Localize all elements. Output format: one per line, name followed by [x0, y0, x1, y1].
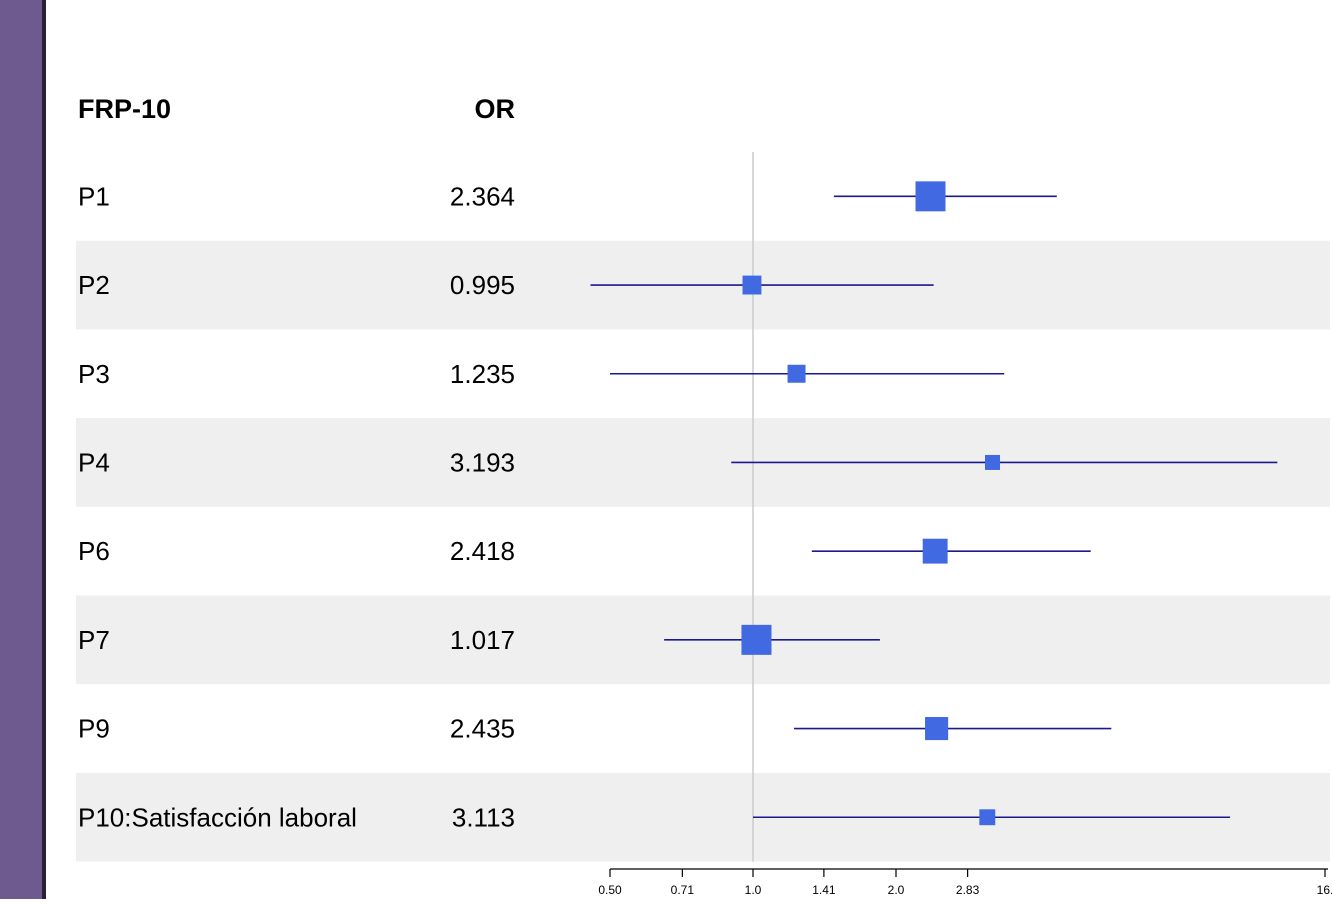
- row-or-value: 0.995: [450, 270, 515, 300]
- x-tick-label: 16.: [1317, 883, 1332, 897]
- table-row: P1 2.364: [78, 181, 1057, 212]
- table-row: P7 1.017: [78, 624, 880, 655]
- x-tick-label: 2.83: [956, 883, 980, 897]
- x-tick-label: 2.0: [888, 883, 905, 897]
- left-sidebar: [0, 0, 44, 899]
- row-label: P1: [78, 181, 110, 211]
- row-or-value: 2.364: [450, 181, 515, 211]
- x-tick-label: 1.0: [745, 883, 762, 897]
- table-row: P3 1.235: [78, 359, 1005, 389]
- row-or-value: 1.235: [450, 359, 515, 389]
- or-column-header: OR: [475, 94, 516, 124]
- row-or-value: 1.017: [450, 625, 515, 655]
- x-axis: 0.50 0.71 1.0 1.41 2.0 2.83 16.: [598, 868, 1332, 897]
- point-estimate-marker: [925, 717, 949, 741]
- row-label: P4: [78, 447, 110, 477]
- point-estimate-marker: [787, 364, 806, 383]
- row-stripes: [76, 240, 1330, 862]
- table-row: P9 2.435: [78, 714, 1112, 744]
- row-label: P10:Satisfacción laboral: [78, 802, 357, 832]
- row-label: P6: [78, 536, 110, 566]
- table-row: P10:Satisfacción laboral 3.113: [78, 802, 1231, 832]
- point-estimate-marker: [985, 454, 1001, 470]
- table-row: P2 0.995: [78, 270, 934, 300]
- point-estimate-marker: [742, 275, 762, 295]
- row-label: P9: [78, 714, 110, 744]
- row-label: P3: [78, 359, 110, 389]
- point-estimate-marker: [922, 538, 948, 564]
- row-or-value: 2.418: [450, 536, 515, 566]
- x-tick-label: 0.50: [598, 883, 622, 897]
- point-estimate-marker: [915, 181, 946, 212]
- row-or-value: 3.113: [452, 802, 515, 832]
- row-or-value: 3.193: [450, 447, 515, 477]
- plot-rows: P1 2.364 P2 0.995 P3 1.235 P4 3.193 P6 2.418 P7 1.0…: [78, 181, 1278, 832]
- point-estimate-marker: [979, 809, 996, 826]
- table-row: P6 2.418: [78, 536, 1091, 566]
- row-label: P2: [78, 270, 110, 300]
- left-sidebar-edge: [42, 0, 46, 899]
- x-tick-label: 0.71: [671, 883, 695, 897]
- label-column-header: FRP-10: [78, 94, 171, 124]
- row-label: P7: [78, 625, 110, 655]
- table-row: P4 3.193: [78, 447, 1278, 477]
- row-or-value: 2.435: [450, 714, 515, 744]
- x-tick-label: 1.41: [812, 883, 836, 897]
- point-estimate-marker: [741, 624, 772, 655]
